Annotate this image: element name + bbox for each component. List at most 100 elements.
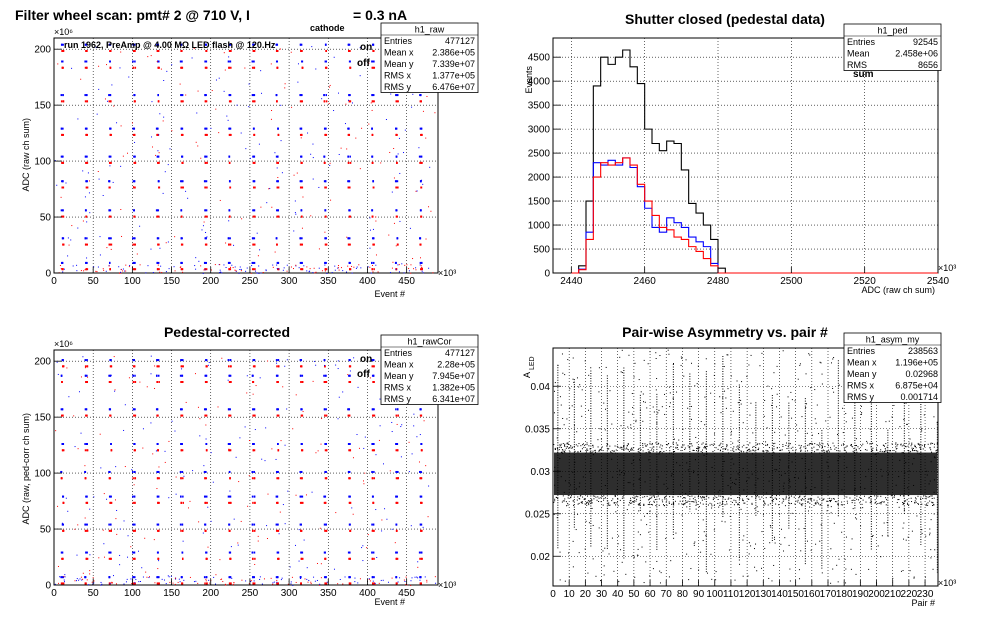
asym-point bbox=[933, 479, 935, 481]
asym-point bbox=[761, 496, 763, 498]
asym-point bbox=[713, 433, 715, 435]
asym-point bbox=[699, 446, 701, 448]
asym-point bbox=[677, 496, 679, 498]
asym-point bbox=[800, 503, 802, 505]
on-point bbox=[251, 94, 254, 97]
on-point bbox=[389, 272, 391, 274]
asym-point bbox=[635, 500, 637, 502]
on-point bbox=[132, 209, 135, 212]
stats-name: h1_raw bbox=[415, 25, 445, 35]
on-point bbox=[348, 523, 351, 526]
on-point bbox=[359, 75, 361, 77]
asym-point bbox=[881, 451, 883, 453]
off-point bbox=[181, 66, 184, 69]
asym-point bbox=[600, 497, 602, 499]
asym-point bbox=[743, 535, 745, 537]
on-point bbox=[167, 164, 169, 166]
on-point bbox=[275, 523, 278, 526]
on-point bbox=[132, 359, 134, 362]
on-point bbox=[134, 576, 136, 579]
asym-point bbox=[748, 450, 750, 452]
asym-point bbox=[881, 475, 883, 477]
on-point bbox=[229, 237, 231, 240]
off-point bbox=[373, 365, 375, 368]
off-point bbox=[205, 133, 207, 136]
on-point bbox=[395, 180, 398, 183]
on-point bbox=[313, 360, 315, 362]
asym-point bbox=[872, 450, 874, 452]
on-point bbox=[85, 408, 87, 411]
on-point bbox=[156, 43, 158, 46]
on-point bbox=[230, 546, 232, 548]
on-point bbox=[316, 579, 318, 581]
off-point bbox=[301, 100, 304, 103]
asym-point bbox=[559, 457, 561, 459]
on-point bbox=[251, 374, 254, 377]
off-point bbox=[247, 505, 249, 507]
on-point bbox=[228, 127, 230, 130]
off-point bbox=[180, 66, 182, 69]
on-point bbox=[109, 582, 111, 584]
asym-point bbox=[560, 445, 562, 447]
asym-point bbox=[687, 445, 689, 447]
asym-point bbox=[628, 411, 630, 413]
on-point bbox=[97, 266, 99, 268]
on-point bbox=[198, 260, 200, 262]
stats-value: 1.377e+05 bbox=[432, 71, 475, 81]
asym-point bbox=[576, 377, 578, 379]
on-point bbox=[250, 581, 252, 583]
on-point bbox=[77, 118, 79, 120]
asym-point bbox=[616, 445, 618, 447]
asym-point bbox=[644, 496, 646, 498]
on-point bbox=[229, 551, 232, 554]
on-point bbox=[61, 43, 63, 46]
on-point bbox=[369, 247, 371, 249]
on-point bbox=[156, 408, 159, 411]
off-point bbox=[134, 414, 137, 417]
asym-point bbox=[754, 566, 756, 568]
asym-point bbox=[666, 444, 668, 446]
on-point bbox=[207, 506, 209, 508]
off-point bbox=[404, 264, 406, 266]
on-point bbox=[351, 102, 353, 104]
asym-point bbox=[927, 443, 929, 445]
off-point bbox=[374, 584, 376, 586]
asym-point bbox=[603, 497, 605, 499]
asym-point bbox=[630, 424, 632, 426]
off-point bbox=[277, 215, 280, 218]
on-point bbox=[360, 267, 362, 269]
asym-point bbox=[554, 484, 556, 486]
asym-point bbox=[773, 445, 775, 447]
off-point bbox=[57, 505, 59, 507]
x-tick-label: 50 bbox=[628, 589, 640, 600]
asym-point bbox=[907, 502, 909, 504]
asym-point bbox=[876, 503, 878, 505]
on-point bbox=[325, 470, 327, 473]
on-point bbox=[299, 43, 302, 46]
asym-point bbox=[647, 449, 649, 451]
asym-point bbox=[620, 446, 622, 448]
asym-point bbox=[744, 502, 746, 504]
off-point bbox=[420, 477, 423, 480]
asym-point bbox=[782, 498, 784, 500]
off-point bbox=[372, 66, 375, 69]
on-point bbox=[182, 359, 184, 362]
asym-point bbox=[766, 450, 768, 452]
off-point bbox=[391, 267, 393, 269]
off-point bbox=[372, 582, 374, 585]
asym-point bbox=[619, 447, 621, 449]
off-point bbox=[412, 258, 414, 260]
off-point bbox=[229, 268, 232, 271]
asym-point bbox=[930, 557, 932, 559]
asym-point bbox=[646, 445, 648, 447]
on-point bbox=[203, 465, 205, 467]
off-point bbox=[348, 49, 350, 52]
asym-point bbox=[595, 575, 597, 577]
on-point bbox=[347, 408, 349, 411]
asym-point bbox=[601, 448, 603, 450]
off-point bbox=[84, 449, 87, 452]
off-point bbox=[324, 477, 327, 480]
off-point bbox=[250, 580, 252, 582]
asym-point bbox=[661, 499, 663, 501]
asym-point bbox=[562, 449, 564, 451]
